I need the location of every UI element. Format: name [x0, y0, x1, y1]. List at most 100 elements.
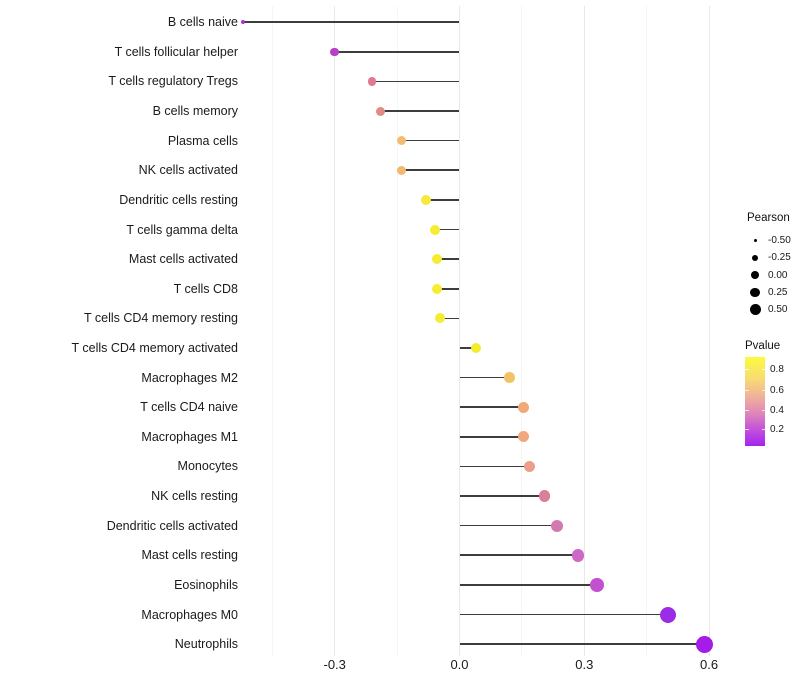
y-axis-label: Macrophages M1	[141, 429, 238, 444]
y-axis-label: B cells memory	[152, 104, 238, 119]
gridline-major	[708, 6, 710, 656]
lollipop-dot	[470, 342, 482, 354]
lollipop-stem	[459, 643, 705, 645]
lollipop-stem	[401, 169, 460, 172]
lollipop-dot	[432, 283, 443, 294]
y-axis-label: T cells CD4 memory activated	[71, 340, 239, 355]
lollipop-stem	[459, 584, 597, 586]
x-tick-label: -0.3	[323, 657, 346, 672]
legend-size-dot	[752, 254, 758, 261]
lollipop-stem	[434, 228, 460, 231]
y-axis-label: Monocytes	[177, 459, 238, 474]
lollipop-dot	[330, 47, 339, 57]
y-axis-label: NK cells activated	[138, 163, 238, 178]
legend-size-dotcell	[747, 304, 763, 316]
legend-size-label: -0.50	[768, 235, 791, 247]
legend-pearson: Pearson -0.50 -0.25 0.00 0.25 0.50	[747, 212, 791, 318]
lollipop-stem	[459, 613, 668, 616]
legend-size-item: 0.00	[747, 267, 791, 284]
lollipop-dot	[590, 578, 604, 592]
y-axis-label: T cells regulatory Tregs	[108, 74, 238, 89]
gridline-major	[334, 6, 336, 656]
gridline-major	[459, 6, 460, 656]
gridline-major	[583, 6, 585, 656]
lollipop-dot	[421, 194, 432, 205]
y-axis-label: Neutrophils	[174, 637, 238, 652]
legend-size-dot	[749, 304, 761, 316]
y-axis-label: Macrophages M2	[141, 370, 238, 385]
lollipop-dot	[517, 401, 529, 413]
lollipop-dot	[551, 519, 564, 532]
lollipop-stem	[459, 495, 545, 497]
lollipop-stem	[436, 258, 460, 260]
y-axis-label: Eosinophils	[174, 577, 238, 592]
y-axis-label: T cells gamma delta	[126, 222, 238, 237]
legend-size-label: 0.00	[768, 269, 788, 281]
legend-pearson-items: -0.50 -0.25 0.00 0.25 0.50	[747, 232, 791, 318]
gridline-minor	[646, 6, 648, 656]
legend-size-dot	[751, 271, 759, 280]
y-axis-label: T cells CD8	[173, 281, 238, 296]
gridline-minor	[396, 6, 398, 656]
y-axis-label: Dendritic cells resting	[119, 192, 238, 207]
lollipop-stem	[459, 347, 477, 349]
lollipop-stem	[401, 139, 460, 142]
lollipop-stem	[380, 110, 460, 112]
pvalue-tick-label: 0.8	[770, 363, 784, 375]
x-tick-label: 0.0	[450, 657, 469, 672]
lollipop-dot	[504, 372, 515, 383]
legend-size-dotcell	[747, 239, 763, 243]
y-axis-label: Mast cells resting	[141, 548, 238, 563]
lollipop-stem	[459, 436, 524, 438]
legend-size-label: 0.50	[768, 304, 788, 316]
legend-size-item: 0.50	[747, 301, 791, 318]
y-axis-label: T cells CD4 memory resting	[84, 311, 238, 326]
lollipop-stem	[459, 524, 558, 527]
lollipop-dot	[434, 313, 445, 324]
pvalue-tick-label: 0.6	[770, 384, 784, 396]
y-axis-label: T cells follicular helper	[114, 44, 238, 59]
pvalue-tick-label: 0.4	[770, 405, 784, 416]
lollipop-dot	[523, 460, 535, 472]
lollipop-dot	[375, 106, 385, 116]
legend-size-dotcell	[747, 271, 763, 280]
lollipop-dot	[396, 135, 406, 146]
pvalue-tick-mark	[745, 389, 749, 391]
gridline-minor	[521, 6, 523, 656]
y-axis-label: Macrophages M0	[141, 607, 238, 622]
lollipop-stem	[459, 554, 579, 557]
y-axis-label: B cells naive	[167, 15, 238, 30]
pvalue-tick-mark	[745, 368, 749, 370]
lollipop-dot	[571, 549, 585, 562]
lollipop-dot	[241, 20, 246, 25]
lollipop-stem	[334, 51, 460, 53]
pvalue-tick-mark	[761, 410, 765, 411]
legend-size-dot	[753, 239, 757, 243]
legend-size-item: 0.25	[747, 284, 791, 301]
x-tick-label: 0.3	[575, 657, 594, 672]
lollipop-dot	[696, 635, 714, 653]
pvalue-gradient-bar	[745, 357, 765, 446]
pvalue-tick-label: 0.2	[770, 423, 784, 435]
legend-size-label: 0.25	[768, 287, 788, 299]
lollipop-stem	[459, 406, 524, 408]
lollipop-stem	[372, 80, 460, 83]
legend-size-item: -0.50	[747, 232, 791, 249]
lollipop-dot	[396, 165, 406, 176]
y-axis-label: Dendritic cells activated	[106, 518, 238, 533]
lollipop-dot	[431, 254, 442, 265]
lollipop-stem	[243, 21, 460, 23]
lollipop-stem	[439, 317, 460, 320]
y-axis-label: Plasma cells	[167, 133, 238, 148]
lollipop-dot	[659, 606, 676, 623]
lollipop-stem	[459, 376, 510, 379]
legend-size-dot	[750, 287, 760, 298]
pvalue-tick-mark	[761, 368, 765, 370]
pvalue-tick-mark	[761, 428, 765, 430]
gridline-minor	[271, 6, 273, 656]
lollipop-dot	[429, 224, 440, 235]
legend-pvalue: Pvalue 0.8 0.6 0.4 0.2	[745, 340, 800, 446]
lollipop-dot	[367, 77, 377, 86]
